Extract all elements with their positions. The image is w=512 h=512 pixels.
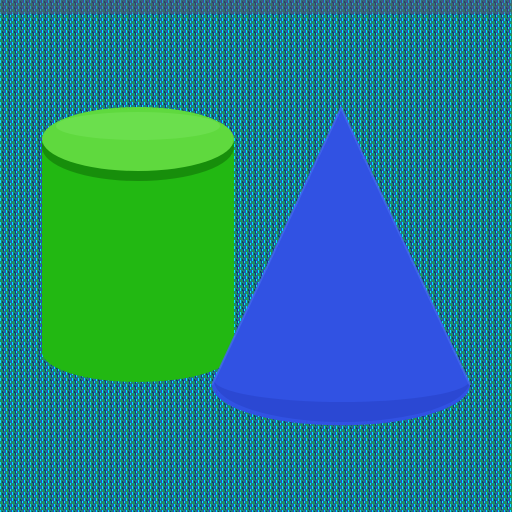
cone-base-shadow <box>214 380 470 422</box>
cone-body <box>212 108 470 426</box>
cone-edge <box>211 105 471 386</box>
green-cylinder <box>42 107 234 382</box>
cylinder-body <box>42 140 234 382</box>
top-band <box>0 0 512 14</box>
cylinder-top-highlight <box>56 112 220 140</box>
blue-cone <box>211 105 471 426</box>
